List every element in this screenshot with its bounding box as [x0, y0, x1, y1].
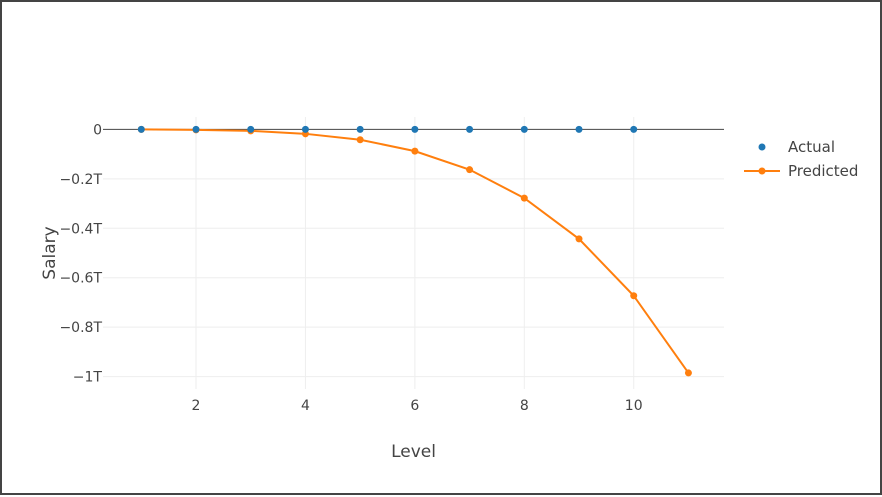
data-point-actual[interactable]: [466, 125, 474, 133]
data-point-actual[interactable]: [301, 125, 309, 133]
y-tick-labels: 0 −0.2T −0.4T −0.6T −0.8T −1T: [59, 122, 102, 385]
data-point-predicted[interactable]: [684, 369, 692, 377]
legend-marker-swatch: [758, 167, 766, 175]
x-tick-label: 4: [301, 398, 310, 414]
y-axis-title: Salary: [40, 226, 60, 279]
y-tick-label: −0.8T: [59, 320, 102, 336]
data-point-actual[interactable]: [575, 125, 583, 133]
data-point-actual[interactable]: [630, 125, 638, 133]
legend[interactable]: Actual Predicted: [744, 138, 858, 180]
data-point-predicted[interactable]: [411, 147, 419, 155]
x-axis-title: Level: [391, 442, 436, 462]
data-point-predicted[interactable]: [466, 166, 474, 174]
data-point-predicted[interactable]: [575, 235, 583, 243]
y-tick-label: −1T: [73, 370, 103, 386]
y-tick-label: −0.6T: [59, 271, 102, 287]
data-point-actual[interactable]: [192, 125, 200, 133]
data-point-actual[interactable]: [247, 125, 255, 133]
y-tick-label: −0.4T: [59, 221, 102, 237]
y-tick-label: 0: [93, 122, 102, 138]
data-point-actual[interactable]: [137, 125, 145, 133]
legend-item-actual[interactable]: Actual: [758, 138, 836, 156]
x-tick-label: 6: [410, 398, 419, 414]
data-point-predicted[interactable]: [520, 194, 528, 202]
x-tick-label: 8: [520, 398, 529, 414]
x-tick-label: 2: [192, 398, 201, 414]
data-point-predicted[interactable]: [630, 292, 638, 300]
data-point-actual[interactable]: [520, 125, 528, 133]
x-tick-label: 10: [625, 398, 643, 414]
grid-lines: [103, 117, 724, 389]
legend-label: Actual: [788, 138, 835, 156]
series-layer: [137, 125, 692, 377]
legend-marker-swatch: [758, 143, 766, 151]
data-point-actual[interactable]: [356, 125, 364, 133]
series-actual: [137, 125, 638, 133]
data-point-actual[interactable]: [411, 125, 419, 133]
legend-item-predicted[interactable]: Predicted: [744, 162, 858, 180]
data-point-predicted[interactable]: [356, 136, 364, 144]
legend-label: Predicted: [788, 162, 858, 180]
y-tick-label: −0.2T: [59, 172, 102, 188]
x-tick-labels: 2 4 6 8 10: [192, 398, 643, 414]
